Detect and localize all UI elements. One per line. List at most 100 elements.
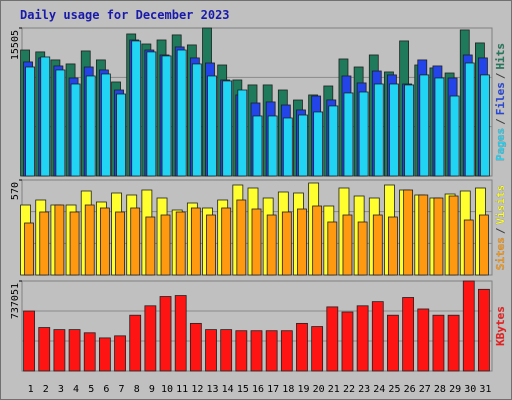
x-tick-label: 11 <box>176 384 188 395</box>
bar <box>358 91 369 177</box>
bar <box>328 105 339 177</box>
bar <box>237 89 248 177</box>
bar <box>356 305 369 372</box>
legend-entry: Visits <box>494 185 507 225</box>
bar <box>432 314 445 372</box>
bar <box>433 197 444 276</box>
bar <box>189 322 202 372</box>
legend-entry: Sites <box>494 237 507 270</box>
bar <box>265 330 278 372</box>
x-tick-label: 28 <box>434 384 446 395</box>
bar <box>99 207 110 276</box>
x-tick-label: 27 <box>419 384 431 395</box>
bar <box>326 306 339 372</box>
x-tick-label: 2 <box>43 384 49 395</box>
bar <box>388 216 398 276</box>
bar <box>281 211 292 276</box>
chart-title: Daily usage for December 2023 <box>20 8 230 22</box>
bar <box>55 69 66 177</box>
bar <box>341 311 354 372</box>
x-tick-label: 7 <box>119 384 125 395</box>
legend-separator: / <box>494 118 507 125</box>
bar <box>447 314 460 372</box>
y-tick-label: 570 <box>10 182 21 200</box>
bar <box>54 204 65 276</box>
bar <box>68 329 81 372</box>
bar <box>462 280 475 372</box>
x-tick-label: 22 <box>343 384 355 395</box>
bar <box>236 199 247 276</box>
bar <box>387 314 399 372</box>
bar <box>130 207 141 276</box>
x-tick-label: 26 <box>404 384 416 395</box>
x-tick-label: 25 <box>388 384 400 395</box>
bar <box>25 66 35 177</box>
bar <box>419 74 430 177</box>
bar <box>480 74 490 177</box>
legend-entry: Files <box>494 82 507 115</box>
bar <box>38 327 51 372</box>
bar <box>222 80 233 177</box>
bar <box>98 337 111 372</box>
bar <box>205 329 217 372</box>
bar <box>312 205 323 276</box>
bar <box>313 111 324 177</box>
x-tick-label: 21 <box>328 384 340 395</box>
bar <box>389 83 399 177</box>
x-tick-label: 9 <box>149 384 155 395</box>
legend-separator: / <box>494 227 507 234</box>
bar <box>434 77 445 177</box>
legend-entry: Hits <box>494 43 507 70</box>
bar <box>417 308 430 372</box>
bar <box>220 329 233 372</box>
bar <box>206 214 216 276</box>
x-tick-label: 23 <box>358 384 370 395</box>
y-tick-label: 737051 <box>10 283 21 319</box>
legend: Sites / Visits <box>494 185 507 271</box>
bar <box>115 211 125 276</box>
bar <box>159 296 172 372</box>
bar <box>175 211 186 276</box>
x-tick-label: 20 <box>313 384 325 395</box>
bar <box>371 301 384 372</box>
x-tick-label: 6 <box>103 384 109 395</box>
bar <box>69 211 80 276</box>
bar <box>404 84 415 177</box>
x-tick-label: 5 <box>88 384 94 395</box>
bar <box>478 288 490 372</box>
bar <box>464 62 475 177</box>
bar <box>207 75 217 177</box>
bar <box>251 208 262 276</box>
bar <box>311 326 324 372</box>
bar <box>418 194 429 276</box>
bar <box>402 297 415 372</box>
bar <box>298 114 308 177</box>
bar <box>479 214 489 276</box>
bar <box>403 189 414 276</box>
x-tick-label: 14 <box>222 384 234 395</box>
bar <box>23 310 35 372</box>
bar <box>449 95 460 177</box>
bar <box>357 221 368 276</box>
bar <box>373 83 384 177</box>
legend: Pages / Files / Hits <box>494 43 507 161</box>
bar <box>266 214 277 276</box>
bar <box>145 216 156 276</box>
bar <box>176 49 187 177</box>
bar <box>267 115 278 177</box>
x-tick-label: 1 <box>28 384 34 395</box>
bar <box>343 92 354 177</box>
x-tick-label: 15 <box>237 384 249 395</box>
bar <box>327 221 338 276</box>
bar <box>372 214 383 276</box>
bar <box>191 63 202 177</box>
x-tick-label: 13 <box>206 384 218 395</box>
x-tick-label: 30 <box>464 384 476 395</box>
bar <box>160 214 171 276</box>
bar <box>84 204 95 276</box>
x-tick-label: 4 <box>73 384 79 395</box>
bar <box>131 40 142 177</box>
bar <box>280 330 293 372</box>
x-tick-label: 12 <box>191 384 203 395</box>
